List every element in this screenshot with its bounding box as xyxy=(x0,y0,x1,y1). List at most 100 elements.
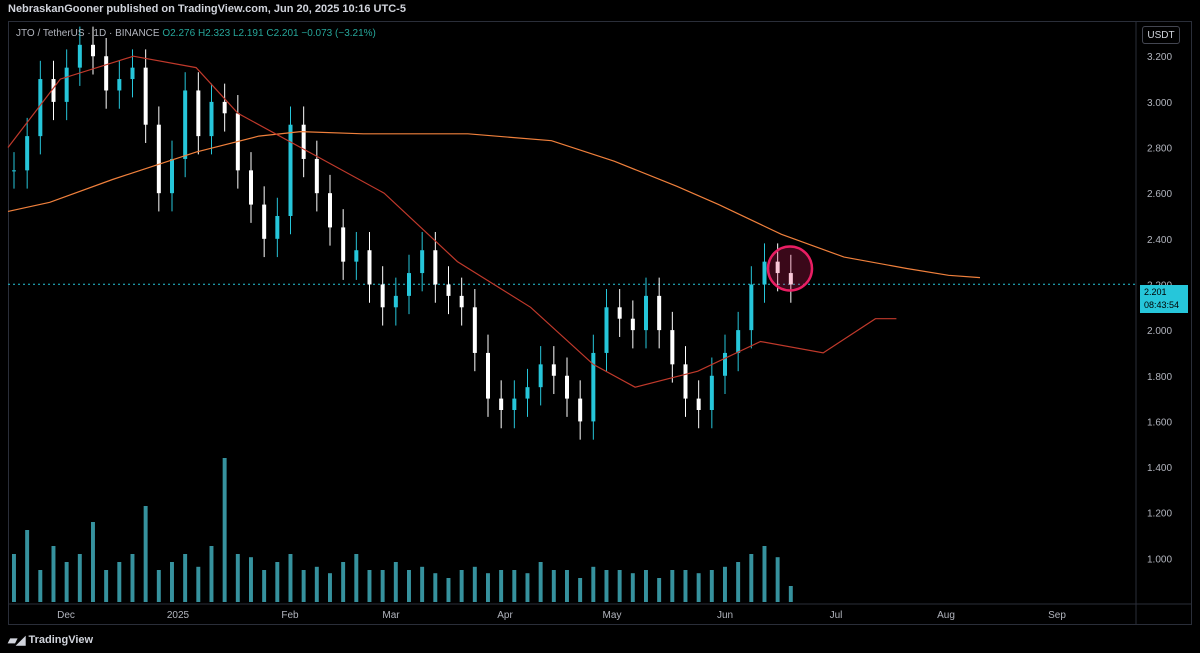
volume-bar xyxy=(25,530,30,602)
candle-body xyxy=(551,364,556,376)
volume-bar xyxy=(604,570,609,602)
candle-body xyxy=(262,204,267,239)
candle-body xyxy=(749,284,754,331)
bar-countdown: 08:43:54 xyxy=(1144,300,1180,310)
candle-body xyxy=(143,67,148,125)
candle-body xyxy=(341,227,346,262)
candle-body xyxy=(538,364,543,388)
volume-bar xyxy=(486,573,490,602)
open-value: O2.276 xyxy=(162,28,196,39)
y-tick-label: 2.000 xyxy=(1147,326,1172,337)
candle-body xyxy=(486,352,490,399)
y-tick-label: 1.200 xyxy=(1147,509,1172,520)
currency-button[interactable]: USDT xyxy=(1142,26,1180,44)
candle-body xyxy=(499,398,504,410)
x-tick-label: 2025 xyxy=(167,610,190,621)
volume-bar xyxy=(354,554,359,602)
volume-bar xyxy=(275,562,280,602)
tradingview-logo[interactable]: ▰◢ TradingView xyxy=(8,633,93,647)
volume-bar xyxy=(104,570,109,602)
candle-body xyxy=(472,307,477,353)
volume-bar xyxy=(209,546,214,602)
candle-body xyxy=(156,124,161,194)
volume-bar xyxy=(617,570,622,602)
volume-bar xyxy=(341,562,346,602)
candle-body xyxy=(117,79,122,91)
volume-bar xyxy=(328,573,332,602)
candle-body xyxy=(328,193,332,228)
x-tick-label: Feb xyxy=(281,610,299,621)
ma-short-line xyxy=(7,55,897,388)
y-tick-label: 1.000 xyxy=(1147,554,1172,565)
candle-body xyxy=(709,375,714,410)
volume-bar xyxy=(512,570,517,602)
candle-body xyxy=(170,158,174,194)
candle-body xyxy=(196,90,201,137)
ma-long-line xyxy=(7,130,981,279)
candle-body xyxy=(696,398,701,410)
volume-bar xyxy=(262,570,267,602)
volume-bar xyxy=(143,506,148,602)
y-tick-label: 2.400 xyxy=(1147,235,1172,246)
candle-body xyxy=(578,398,583,422)
x-tick-label: Sep xyxy=(1048,610,1066,621)
volume-bar xyxy=(644,570,648,602)
candle-body xyxy=(209,101,214,137)
candle-body xyxy=(420,250,425,274)
tradingview-brand: TradingView xyxy=(28,634,94,646)
close-value: C2.201 xyxy=(266,28,299,39)
x-tick-label: Apr xyxy=(497,610,513,621)
x-tick-label: Mar xyxy=(382,610,400,621)
candle-body xyxy=(762,261,767,285)
candle-body xyxy=(446,284,451,296)
candle-body xyxy=(723,352,727,376)
candle-body xyxy=(288,124,293,216)
volume-bar xyxy=(367,570,372,602)
candle-body xyxy=(275,216,280,239)
tradingview-logo-icon: ▰◢ xyxy=(8,633,25,647)
volume-bar xyxy=(709,570,714,602)
top-bar: NebraskanGooner published on TradingView… xyxy=(0,0,1200,20)
symbol-legend: JTO / TetherUS · 1D · BINANCE O2.276 H2.… xyxy=(16,28,376,39)
volume-bar xyxy=(314,566,319,602)
x-tick-label: May xyxy=(603,610,622,621)
candle-body xyxy=(91,44,95,57)
candle-body xyxy=(130,67,135,80)
y-tick-label: 2.600 xyxy=(1147,189,1172,200)
candle-body xyxy=(525,387,530,399)
volume-bar xyxy=(630,573,635,602)
volume-bar xyxy=(249,557,253,602)
candle-body xyxy=(104,56,109,91)
candle-body xyxy=(644,295,648,331)
volume-bar xyxy=(538,562,543,602)
last-price-value: 2.201 xyxy=(1144,287,1167,297)
bottom-bar: ▰◢ TradingView xyxy=(0,627,1200,653)
volume-bar xyxy=(288,554,293,602)
volume-bar xyxy=(183,554,188,602)
volume-bar xyxy=(736,562,741,602)
volume-bar xyxy=(446,578,451,602)
volume-bar xyxy=(565,570,569,602)
volume-bar xyxy=(696,573,701,602)
candle-body xyxy=(591,352,596,422)
volume-bar xyxy=(551,570,556,602)
symbol-name: JTO / TetherUS · 1D · BINANCE xyxy=(16,28,160,39)
volume-bar xyxy=(130,554,135,602)
last-price-tag: 2.201 08:43:54 xyxy=(1140,285,1188,313)
volume-bar xyxy=(762,546,767,602)
candle-body xyxy=(367,250,372,285)
chart-frame xyxy=(8,21,1192,625)
candle-body xyxy=(459,295,464,308)
volume-bar xyxy=(591,566,596,602)
candle-body xyxy=(657,295,662,331)
candle-body xyxy=(775,261,780,274)
candle-body xyxy=(788,273,793,285)
candle-body xyxy=(222,101,227,114)
candle-body xyxy=(380,284,385,308)
volume-bar xyxy=(235,554,240,602)
candle-body xyxy=(512,398,517,410)
candle-body xyxy=(51,79,56,102)
change-value: −0.073 (−3.21%) xyxy=(301,28,376,39)
volume-bar xyxy=(91,522,95,602)
